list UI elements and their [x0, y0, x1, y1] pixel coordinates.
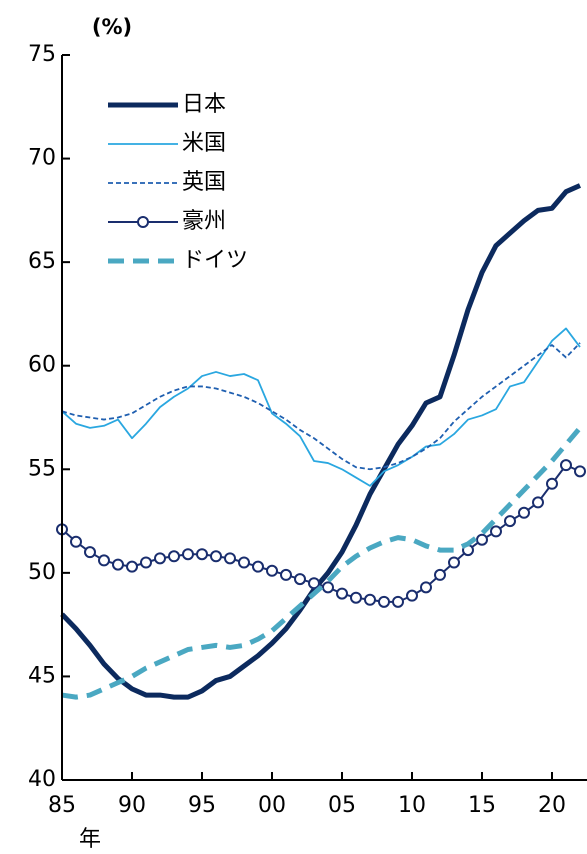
x-tick-label: 85 [48, 793, 76, 818]
legend-label: 日本 [182, 92, 226, 117]
series-marker [518, 506, 530, 519]
y-tick-label: 60 [28, 353, 56, 378]
legend-label: 豪州 [182, 209, 226, 234]
series-marker [504, 515, 516, 528]
series-marker [434, 568, 446, 581]
series-marker [546, 477, 558, 490]
x-tick-label: 10 [398, 793, 426, 818]
series-marker [406, 589, 418, 602]
series-marker [420, 581, 432, 594]
series-line [60, 183, 582, 700]
y-tick-label: 70 [28, 146, 56, 171]
y-tick-label: 45 [28, 663, 56, 688]
y-tick-label: 55 [28, 456, 56, 481]
legend-label: ドイツ [182, 248, 248, 273]
series-marker [350, 591, 362, 604]
series-marker [574, 465, 586, 478]
series-marker [168, 550, 180, 563]
x-tick-label: 90 [118, 793, 146, 818]
series-marker [252, 560, 264, 573]
series-marker [476, 533, 488, 546]
series-marker [448, 556, 460, 569]
series-marker [532, 496, 544, 509]
x-tick-label: 00 [258, 793, 286, 818]
series-marker [140, 556, 152, 569]
series-marker [126, 560, 138, 573]
series-marker [238, 556, 250, 569]
series-line [61, 426, 582, 700]
series-marker [378, 595, 390, 608]
x-tick-label: 95 [188, 793, 216, 818]
series-marker [154, 552, 166, 565]
series-line [61, 327, 581, 487]
y-tick-label: 65 [28, 249, 56, 274]
series-marker [266, 564, 278, 577]
series-marker [182, 548, 194, 561]
series-marker [112, 558, 124, 571]
x-axis-label: 年 [79, 827, 101, 850]
series-marker [490, 525, 502, 538]
series-marker [336, 587, 348, 600]
series-marker [70, 535, 82, 548]
series-marker [210, 550, 222, 563]
y-tick-label: 50 [28, 560, 56, 585]
series-marker [98, 554, 110, 567]
y-unit-label: (%) [92, 15, 132, 39]
x-tick-label: 05 [328, 793, 356, 818]
series-marker [196, 548, 208, 561]
series-marker [308, 577, 320, 590]
legend-label: 英国 [182, 170, 226, 195]
x-tick-label: 20 [538, 793, 566, 818]
series-marker [322, 581, 334, 594]
y-tick-label: 75 [28, 42, 56, 67]
series-marker [392, 595, 404, 608]
series-marker [224, 552, 236, 565]
series-marker [364, 593, 376, 606]
series-marker [84, 546, 96, 559]
series-line [61, 342, 581, 471]
series-marker [280, 568, 292, 581]
x-tick-label: 15 [468, 793, 496, 818]
legend-marker [137, 216, 149, 228]
series-marker [294, 573, 306, 586]
series-marker [560, 459, 572, 472]
legend-label: 米国 [182, 131, 226, 156]
y-tick-label: 40 [28, 767, 56, 792]
